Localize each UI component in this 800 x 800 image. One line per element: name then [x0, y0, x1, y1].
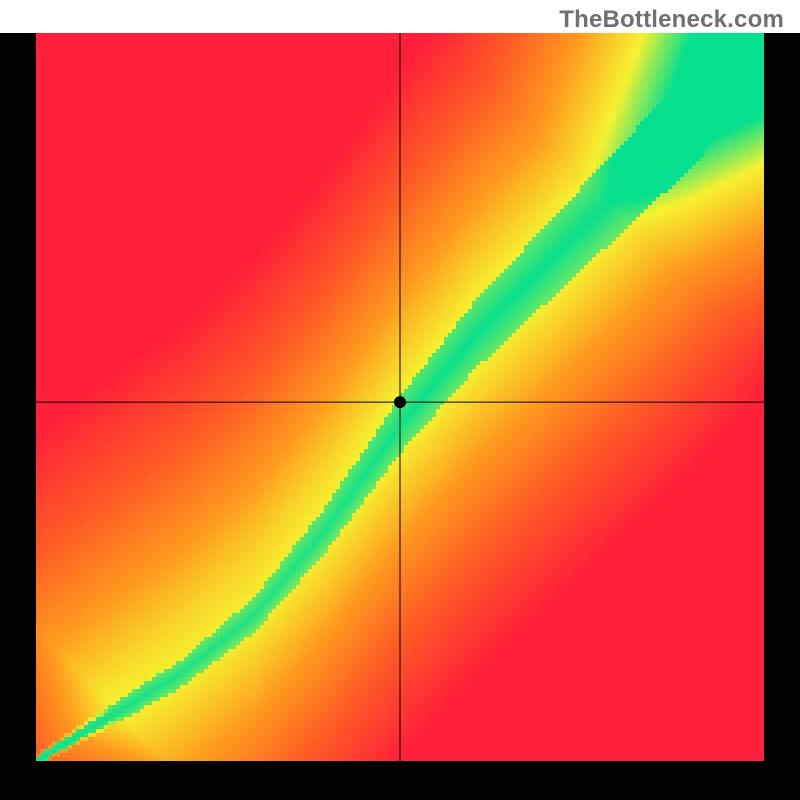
watermark-text: TheBottleneck.com	[559, 6, 784, 34]
crosshair-dot	[394, 396, 406, 408]
crosshair-overlay	[36, 33, 764, 761]
plot-frame	[0, 33, 800, 800]
